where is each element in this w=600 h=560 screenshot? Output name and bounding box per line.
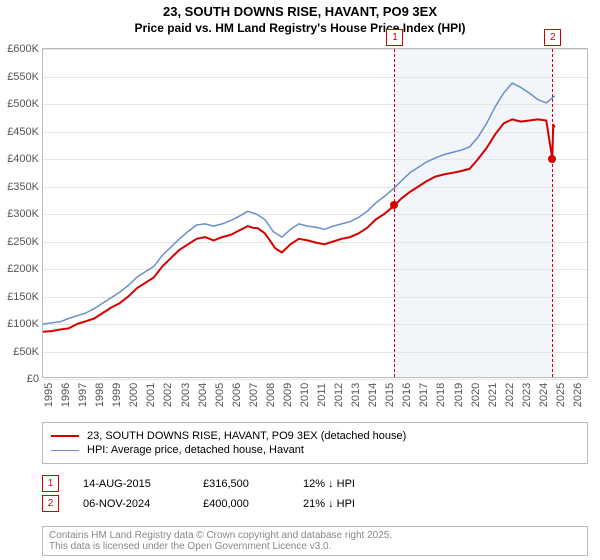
sale-date: 14-AUG-2015	[83, 478, 203, 490]
y-axis-label: £550K	[7, 71, 43, 83]
x-axis-label: 1995	[43, 383, 55, 407]
sale-price: £400,000	[203, 498, 303, 510]
x-axis-label: 2011	[316, 383, 328, 407]
x-axis-label: 2025	[555, 383, 567, 407]
x-axis-label: 2021	[487, 383, 499, 407]
legend-item-property: 23, SOUTH DOWNS RISE, HAVANT, PO9 3EX (d…	[51, 430, 579, 442]
x-axis-label: 1997	[77, 383, 89, 407]
x-axis-label: 2023	[521, 383, 533, 407]
sales-table: 1 14-AUG-2015£316,50012% ↓ HPI 2 06-NOV-202…	[42, 472, 588, 515]
y-axis-label: £250K	[7, 236, 43, 248]
x-axis-label: 2019	[453, 383, 465, 407]
x-axis-label: 1996	[60, 383, 72, 407]
sale-marker	[548, 155, 556, 163]
x-axis-label: 2003	[180, 383, 192, 407]
x-axis-label: 1998	[94, 383, 106, 407]
x-axis-label: 2002	[162, 383, 174, 407]
reference-marker: 1	[386, 29, 403, 46]
x-axis-label: 2016	[401, 383, 413, 407]
y-axis-label: £450K	[7, 126, 43, 138]
legend-item-hpi: HPI: Average price, detached house, Hava…	[51, 444, 579, 456]
legend-box: 23, SOUTH DOWNS RISE, HAVANT, PO9 3EX (d…	[42, 422, 588, 464]
sale-row: 1 14-AUG-2015£316,50012% ↓ HPI	[42, 475, 588, 492]
y-axis-label: £400K	[7, 153, 43, 165]
plot-area: £0£50K£100K£150K£200K£250K£300K£350K£400…	[42, 48, 588, 378]
sale-row: 2 06-NOV-2024£400,00021% ↓ HPI	[42, 495, 588, 512]
chart-title-line1: 23, SOUTH DOWNS RISE, HAVANT, PO9 3EX	[0, 0, 600, 21]
reference-marker: 2	[544, 29, 561, 46]
y-axis-label: £150K	[7, 291, 43, 303]
footer-line1: Contains HM Land Registry data © Crown c…	[49, 530, 581, 541]
x-axis-label: 2013	[350, 383, 362, 407]
x-axis-label: 2005	[214, 383, 226, 407]
sale-delta: 21% ↓ HPI	[303, 498, 403, 510]
y-axis-label: £600K	[7, 43, 43, 55]
chart-container: { "title_line1": "23, SOUTH DOWNS RISE, …	[0, 0, 600, 560]
x-axis-label: 2000	[128, 383, 140, 407]
line-layer	[43, 49, 589, 379]
footer-line2: This data is licensed under the Open Gov…	[49, 541, 581, 552]
sale-marker	[390, 201, 398, 209]
sale-price: £316,500	[203, 478, 303, 490]
series-property	[43, 119, 555, 331]
legend-label-property: 23, SOUTH DOWNS RISE, HAVANT, PO9 3EX (d…	[87, 430, 406, 442]
sale-date: 06-NOV-2024	[83, 498, 203, 510]
x-axis-label: 2015	[384, 383, 396, 407]
x-axis-label: 2007	[248, 383, 260, 407]
x-axis-label: 2008	[265, 383, 277, 407]
x-axis-label: 2004	[197, 383, 209, 407]
y-axis-label: £0	[27, 373, 43, 385]
x-axis-label: 1999	[111, 383, 123, 407]
legend-swatch-property	[51, 435, 79, 437]
x-axis-label: 2022	[504, 383, 516, 407]
gridline	[43, 379, 587, 380]
x-axis-label: 2006	[231, 383, 243, 407]
x-axis-label: 2024	[538, 383, 550, 407]
series-hpi	[43, 83, 555, 324]
chart-title-line2: Price paid vs. HM Land Registry's House …	[0, 21, 600, 35]
y-axis-label: £100K	[7, 318, 43, 330]
x-axis-label: 2001	[145, 383, 157, 407]
x-axis-label: 2026	[572, 383, 584, 407]
sale-delta: 12% ↓ HPI	[303, 478, 403, 490]
legend-label-hpi: HPI: Average price, detached house, Hava…	[87, 444, 304, 456]
y-axis-label: £200K	[7, 263, 43, 275]
x-axis-label: 2014	[367, 383, 379, 407]
sale-index: 1	[42, 475, 59, 492]
legend-swatch-hpi	[51, 450, 79, 451]
x-axis-label: 2020	[470, 383, 482, 407]
sale-index: 2	[42, 495, 59, 512]
y-axis-label: £500K	[7, 98, 43, 110]
y-axis-label: £300K	[7, 208, 43, 220]
x-axis-label: 2018	[435, 383, 447, 407]
y-axis-label: £350K	[7, 181, 43, 193]
x-axis-label: 2009	[282, 383, 294, 407]
y-axis-label: £50K	[13, 346, 43, 358]
x-axis-label: 2017	[418, 383, 430, 407]
x-axis-label: 2010	[299, 383, 311, 407]
x-axis-label: 2012	[333, 383, 345, 407]
attribution-footer: Contains HM Land Registry data © Crown c…	[42, 526, 588, 556]
